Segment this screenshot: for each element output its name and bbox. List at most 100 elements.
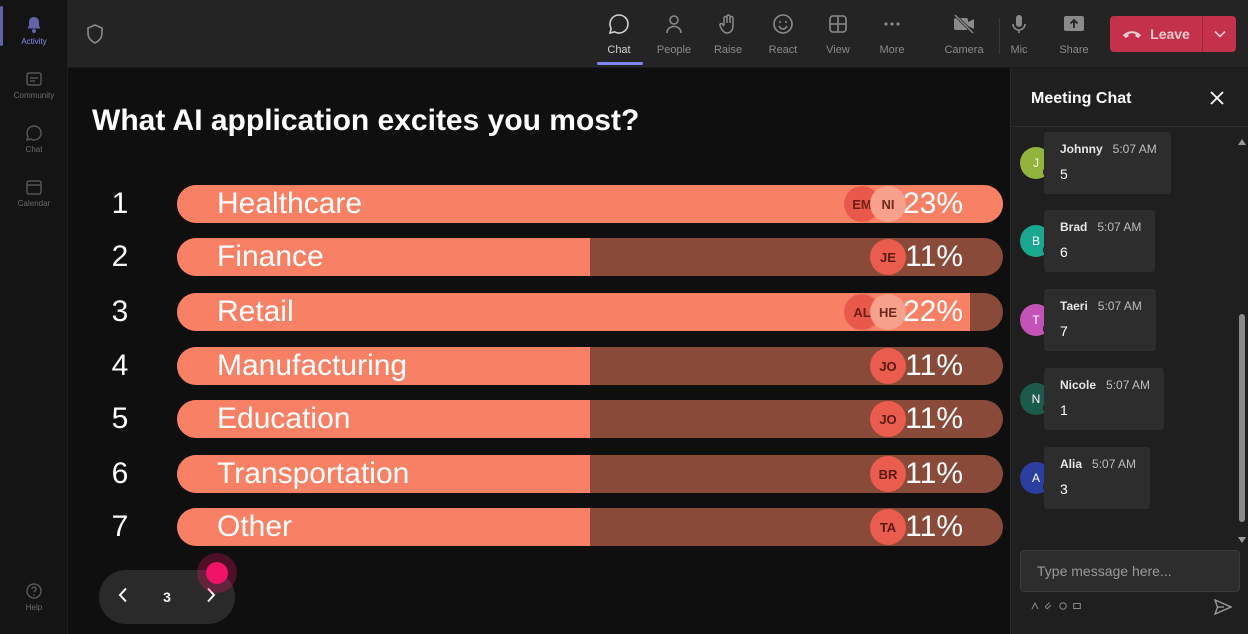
camera-label: Camera: [944, 44, 984, 56]
scroll-up-arrow[interactable]: [1238, 132, 1246, 150]
leave-main[interactable]: Leave: [1110, 16, 1202, 52]
leave-button[interactable]: Leave: [1110, 16, 1236, 52]
rail-active-indicator: [0, 6, 3, 46]
leave-divider: [1202, 16, 1203, 52]
more-button[interactable]: More: [867, 10, 917, 60]
share-icon: [1062, 12, 1086, 36]
option-label: Finance: [217, 240, 324, 273]
option-bar-fill: [177, 293, 970, 331]
chat-icon: [24, 123, 44, 143]
scroll-down-arrow[interactable]: [1238, 530, 1246, 548]
option-number: 5: [111, 402, 129, 435]
poll-option: 6 Transportation BR 11%: [68, 455, 1010, 493]
calendar-icon: [24, 177, 44, 197]
rail-label: Community: [13, 90, 55, 100]
option-percent: 11%: [905, 402, 963, 435]
sender-name: Taeri: [1060, 299, 1088, 313]
message-bubble: Alia 5:07 AM 3: [1044, 447, 1151, 509]
raise-hand-button[interactable]: Raise: [703, 10, 753, 60]
rail-item-help[interactable]: Help: [0, 572, 68, 620]
app-rail: Activity Community Chat Calendar Help: [0, 0, 68, 634]
chevron-left-icon: [118, 587, 128, 608]
rail-item-chat[interactable]: Chat: [0, 114, 68, 162]
message-bubble: Nicole 5:07 AM 1: [1044, 368, 1165, 430]
chat-message: J Johnny 5:07 AM 5: [1011, 132, 1235, 198]
voter-avatar: HE: [870, 294, 906, 330]
sender-name: Brad: [1060, 220, 1088, 234]
mic-button[interactable]: Mic: [994, 10, 1044, 60]
help-icon: [24, 581, 44, 601]
emoji-icon[interactable]: [1059, 602, 1067, 610]
option-bar-fill: [177, 508, 590, 546]
option-percent: 11%: [905, 349, 963, 382]
chat-button[interactable]: Chat: [594, 10, 644, 60]
raise-label: Raise: [713, 44, 743, 56]
camera-off-icon: [952, 12, 976, 36]
message-bubble: Johnny 5:07 AM 5: [1044, 132, 1171, 194]
message-text: 3: [1060, 481, 1068, 497]
option-number: 2: [111, 240, 129, 273]
divider: [1011, 126, 1248, 127]
share-button[interactable]: Share: [1049, 10, 1099, 60]
smiley-icon: [771, 12, 795, 36]
send-button[interactable]: [1213, 598, 1234, 619]
poll-option: 4 Manufacturing JO 11%: [68, 347, 1010, 385]
chat-message-list[interactable]: J Johnny 5:07 AM 5 B Brad 5:07 AM 6 T Taeri 5:07 A…: [1011, 128, 1235, 546]
message-bubble: Taeri 5:07 AM 7: [1044, 289, 1156, 351]
poll-question: What AI application excites you most?: [92, 104, 640, 137]
leave-dropdown[interactable]: [1203, 16, 1236, 52]
sender-name: Nicole: [1060, 378, 1097, 392]
page-number: 3: [163, 589, 171, 605]
people-icon: [662, 12, 686, 36]
message-text: 5: [1060, 166, 1068, 182]
voter-avatar: JO: [870, 348, 906, 384]
view-label: View: [826, 44, 850, 56]
sender-name: Alia: [1060, 457, 1083, 471]
option-bar-fill: [177, 455, 590, 493]
message-time: 5:07 AM: [1112, 142, 1157, 156]
rail-item-calendar[interactable]: Calendar: [0, 168, 68, 216]
chat-message: N Nicole 5:07 AM 1: [1011, 368, 1235, 434]
option-bar-fill: [177, 238, 590, 276]
message-text: 7: [1060, 323, 1068, 339]
attach-icon[interactable]: [1045, 602, 1053, 610]
gif-icon[interactable]: [1073, 602, 1081, 610]
mic-icon: [1007, 12, 1031, 36]
chat-message: T Taeri 5:07 AM 7: [1011, 289, 1235, 355]
camera-button[interactable]: Camera: [939, 10, 989, 60]
rail-item-community[interactable]: Community: [0, 60, 68, 108]
voter-avatar: NI: [870, 186, 906, 222]
option-percent: 11%: [905, 457, 963, 490]
option-bar: Finance JE 11%: [177, 238, 1003, 276]
next-page-button[interactable]: [187, 570, 235, 624]
message-input[interactable]: [1020, 550, 1240, 592]
chevron-down-icon: [1213, 25, 1226, 43]
option-bar: Other TA 11%: [177, 508, 1003, 546]
option-label: Retail: [217, 295, 294, 328]
react-button[interactable]: React: [758, 10, 808, 60]
close-button[interactable]: [1207, 88, 1227, 108]
compose-tools: [1031, 602, 1081, 610]
view-button[interactable]: View: [813, 10, 863, 60]
format-icon[interactable]: [1031, 602, 1039, 610]
prev-page-button[interactable]: [99, 570, 147, 624]
rail-item-activity[interactable]: Activity: [0, 6, 68, 54]
bell-icon: [24, 15, 44, 35]
toolbar-divider: [999, 18, 1000, 54]
voter-avatar: JO: [870, 401, 906, 437]
more-icon: [880, 12, 904, 36]
voter-avatar: TA: [870, 509, 906, 545]
chat-message: B Brad 5:07 AM 6: [1011, 210, 1235, 276]
poll-panel: What AI application excites you most? 1 H…: [68, 68, 1010, 634]
option-number: 1: [111, 187, 129, 220]
message-time: 5:07 AM: [1097, 299, 1142, 313]
chat-label: Chat: [607, 44, 631, 56]
community-icon: [24, 69, 44, 89]
share-label: Share: [1059, 44, 1089, 56]
option-label: Healthcare: [217, 187, 363, 220]
option-percent: 11%: [905, 510, 963, 543]
option-percent: 22%: [902, 295, 963, 328]
scrollbar-thumb[interactable]: [1239, 314, 1245, 522]
people-button[interactable]: People: [649, 10, 699, 60]
option-bar: Transportation BR 11%: [177, 455, 1003, 493]
